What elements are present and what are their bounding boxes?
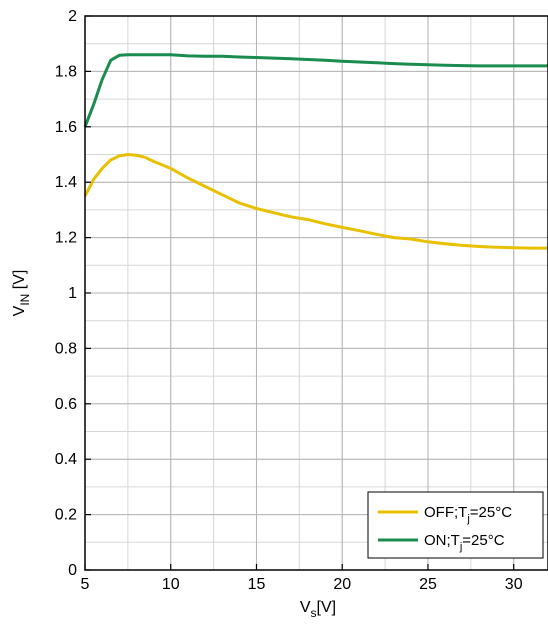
y-tick-labels: 0 0.2 0.4 0.6 0.8 1 1.2 1.4 1.6 1.8 2 — [55, 8, 77, 579]
y-tick-label: 1.4 — [55, 174, 77, 191]
y-tick-label: 0.8 — [55, 340, 77, 357]
x-tick-label: 5 — [81, 576, 90, 593]
y-tick-label: 1 — [68, 285, 77, 302]
x-tick-label: 15 — [248, 576, 266, 593]
y-tick-label: 1.2 — [55, 230, 77, 247]
y-tick-label: 0.2 — [55, 507, 77, 524]
y-tick-label: 0.4 — [55, 451, 77, 468]
legend: OFF;Tj=25°C ON;Tj=25°C — [367, 491, 544, 559]
x-axis-label: Vs[V] — [300, 599, 336, 620]
series-layer — [83, 53, 548, 250]
y-axis-label: VIN [V] — [11, 270, 32, 317]
x-tick-label: 30 — [505, 576, 523, 593]
x-tick-label: 20 — [333, 576, 351, 593]
x-tick-labels: 5 10 15 20 25 30 — [81, 576, 523, 593]
legend-box — [367, 491, 544, 559]
y-tick-label: 0.6 — [55, 396, 77, 413]
y-tick-label: 1.8 — [55, 63, 77, 80]
series-line-off — [83, 153, 548, 250]
series-line-on — [83, 53, 548, 128]
y-tick-label: 1.6 — [55, 119, 77, 136]
legend-label: OFF;Tj=25°C — [424, 504, 512, 525]
y-tick-label: 2 — [68, 8, 77, 25]
tick-marks — [84, 15, 515, 571]
legend-label: ON;Tj=25°C — [424, 532, 505, 553]
x-tick-label: 25 — [419, 576, 437, 593]
x-tick-label: 10 — [162, 576, 180, 593]
y-tick-label: 0 — [68, 562, 77, 579]
